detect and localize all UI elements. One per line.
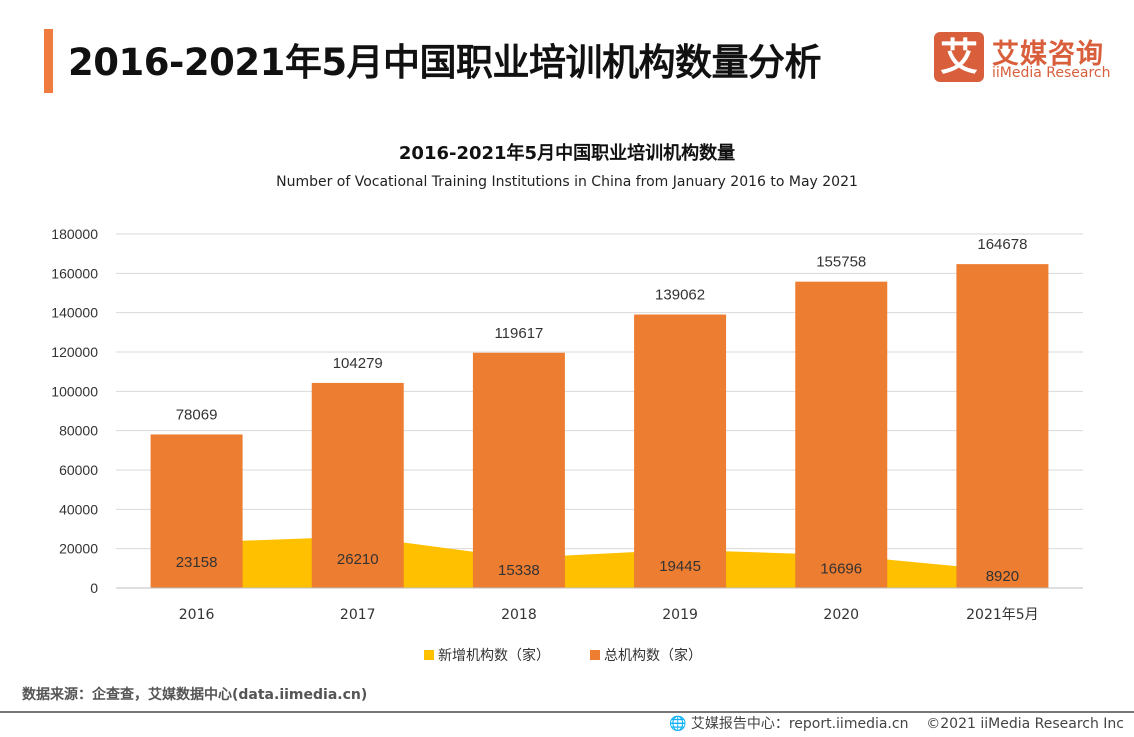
y-tick-label: 160000 (51, 265, 98, 281)
area-value-label: 8920 (986, 568, 1019, 585)
data-source: 数据来源：企查查，艾媒数据中心(data.iimedia.cn) (22, 687, 368, 703)
logo-mark: 艾 (934, 32, 984, 82)
x-tick-label: 2021年5月 (966, 607, 1039, 623)
bar-value-label: 155758 (816, 254, 866, 271)
iimedia-logo: 艾 艾媒咨询 iiMedia Research (934, 32, 1111, 84)
title-accent-bar (44, 29, 53, 93)
bar-total-2020 (795, 281, 888, 588)
bar-value-label: 139062 (655, 287, 705, 304)
x-tick-label: 2019 (662, 607, 698, 623)
logo-en-text: iiMedia Research (992, 65, 1111, 81)
area-value-label: 19445 (659, 558, 701, 575)
x-tick-label: 2020 (823, 607, 859, 623)
y-tick-label: 140000 (51, 305, 98, 321)
bar-value-label: 78069 (176, 406, 218, 423)
bar-total-2019 (634, 314, 727, 588)
area-value-label: 16696 (820, 561, 862, 578)
legend-swatch (424, 650, 434, 660)
area-value-label: 15338 (498, 562, 540, 579)
legend-swatch (590, 650, 600, 660)
y-tick-label: 180000 (51, 226, 98, 242)
y-tick-label: 100000 (51, 383, 98, 399)
bar-value-label: 104279 (333, 355, 383, 372)
y-tick-label: 60000 (59, 462, 98, 478)
footer-divider (0, 711, 1134, 713)
legend-label: 总机构数（家） (604, 647, 702, 664)
bar-total-2016 (150, 434, 243, 588)
area-value-label: 26210 (337, 551, 379, 568)
chart-subtitle: Number of Vocational Training Institutio… (276, 174, 858, 190)
y-tick-label: 40000 (59, 501, 98, 517)
logo-cn-text: 艾媒咨询 (992, 39, 1104, 70)
copyright: ©2021 iiMedia Research Inc (926, 716, 1124, 732)
y-tick-label: 120000 (51, 344, 98, 360)
bar-total-2017 (311, 382, 404, 588)
chart-title: 2016-2021年5月中国职业培训机构数量 (398, 143, 736, 164)
report-center-link[interactable]: 艾媒报告中心：report.iimedia.cn (690, 716, 909, 732)
x-tick-label: 2018 (501, 607, 537, 623)
y-tick-label: 20000 (59, 541, 98, 557)
bar-total-2021年5月 (956, 264, 1049, 588)
bar-total-2018 (472, 352, 565, 588)
area-value-label: 23158 (176, 554, 218, 571)
bar-value-label: 119617 (494, 325, 543, 342)
bar-value-label: 164678 (977, 236, 1027, 253)
x-tick-label: 2016 (179, 607, 215, 623)
page-title: 2016-2021年5月中国职业培训机构数量分析 (68, 41, 822, 84)
y-tick-label: 0 (90, 580, 98, 596)
footer: 🌐 艾媒报告中心：report.iimedia.cn ©2021 iiMedia… (669, 713, 1124, 733)
globe-cursor-icon: 🌐 (668, 716, 687, 732)
x-tick-label: 2017 (340, 607, 376, 623)
chart: 0 20000 40000 60000 80000 100000 120000 140000 1… (51, 226, 1083, 664)
legend-label: 新增机构数（家） (438, 647, 550, 664)
y-tick-label: 80000 (59, 423, 98, 439)
